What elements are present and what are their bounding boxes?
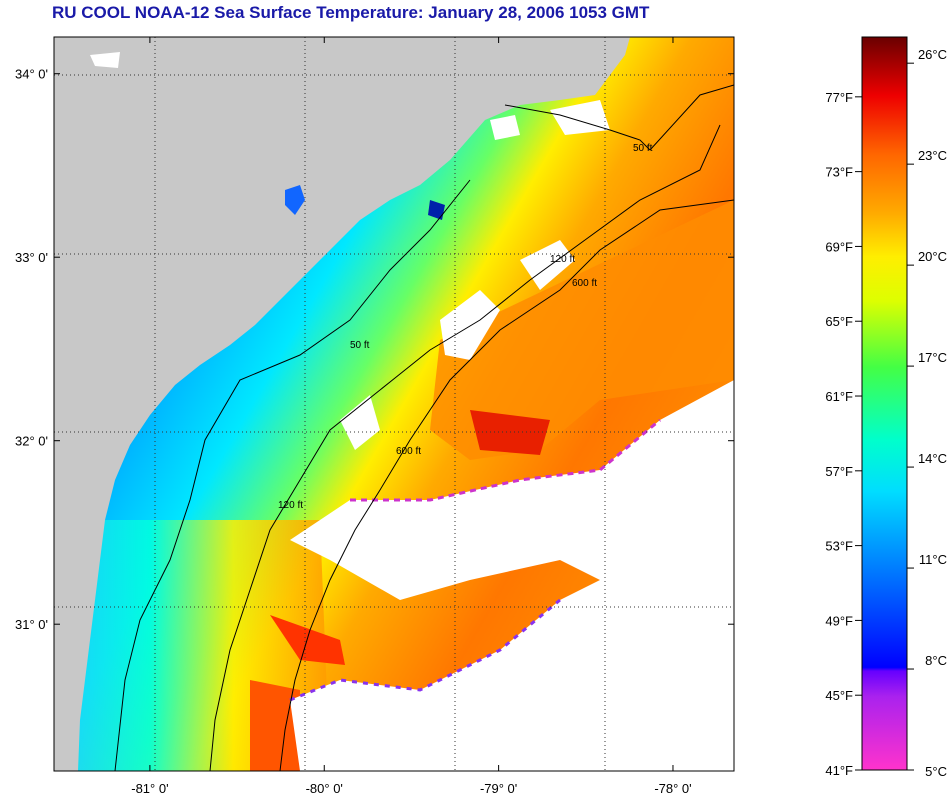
colorbar-f-label: 53°F [825, 539, 853, 554]
colorbar-f-label: 41°F [825, 763, 853, 778]
lon-tick-label: -81° 0' [131, 781, 168, 796]
colorbar-f-label: 69°F [825, 239, 853, 254]
colorbar-f-label: 57°F [825, 464, 853, 479]
colorbar-c-label: 14°C [918, 451, 947, 466]
colorbar [862, 37, 907, 770]
contour-label-120ft: 120 ft [550, 254, 575, 265]
map-area: 50 ft 50 ft 120 ft 120 ft 600 ft 600 ft [54, 37, 734, 771]
colorbar-f-label: 73°F [825, 165, 853, 180]
colorbar-c-label: 20°C [918, 249, 947, 264]
contour-label-600ft: 600 ft [396, 446, 421, 457]
colorbar-celsius-scale: 26°C 23°C 20°C 17°C 14°C 11°C 8°C 5°C [907, 47, 947, 779]
colorbar-c-label: 11°C [919, 552, 947, 567]
colorbar-f-label: 65°F [825, 314, 853, 329]
contour-label-120ft: 120 ft [278, 500, 303, 511]
lon-tick-label: -78° 0' [654, 781, 691, 796]
colorbar-f-label: 45°F [825, 688, 853, 703]
lat-tick-label: 33° 0' [15, 250, 48, 265]
lon-tick-label: -79° 0' [480, 781, 517, 796]
lat-tick-label: 34° 0' [15, 67, 48, 82]
contour-label-50ft: 50 ft [350, 340, 370, 351]
contour-label-600ft: 600 ft [572, 278, 597, 289]
contour-label-50ft: 50 ft [633, 143, 653, 154]
colorbar-c-label: 23°C [918, 148, 947, 163]
colorbar-fahrenheit-scale: 77°F 73°F 69°F 65°F 61°F 57°F 53°F 49°F 45°F 41°F [825, 90, 862, 778]
colorbar-c-label: 26°C [918, 47, 947, 62]
lat-tick-label: 31° 0' [15, 617, 48, 632]
colorbar-c-label: 8°C [925, 653, 947, 668]
colorbar-c-label: 5°C [925, 764, 947, 779]
colorbar-c-label: 17°C [918, 350, 947, 365]
colorbar-f-label: 49°F [825, 613, 853, 628]
lat-tick-label: 32° 0' [15, 434, 48, 449]
colorbar-f-label: 61°F [825, 389, 853, 404]
colorbar-f-label: 77°F [825, 90, 853, 105]
lon-tick-label: -80° 0' [306, 781, 343, 796]
